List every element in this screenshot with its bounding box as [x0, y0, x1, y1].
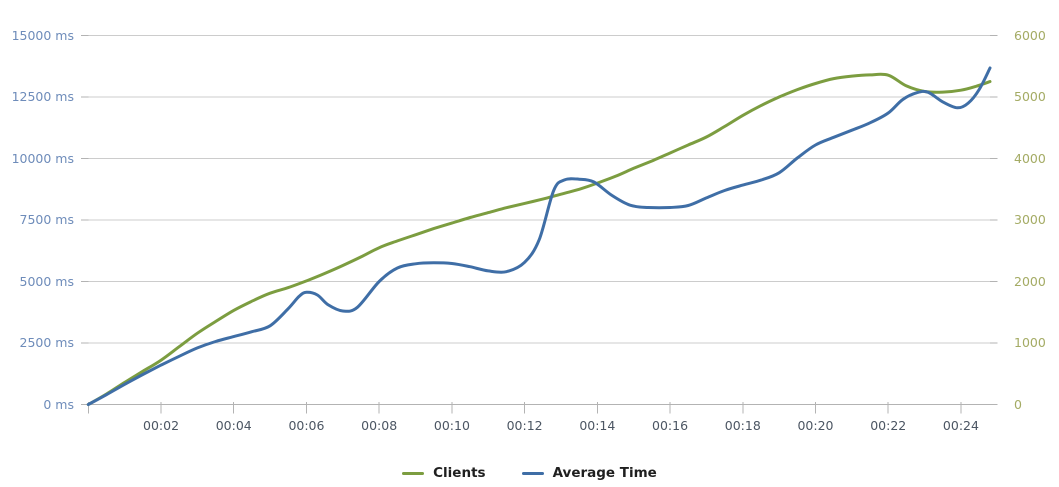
legend: Clients Average Time	[0, 464, 1059, 482]
chart-canvas	[80, 35, 998, 414]
x-axis-tick-label: 00:16	[652, 418, 689, 433]
right-axis-tick-label: 6000	[1014, 27, 1046, 43]
left-axis-tick-label: 2500 ms	[19, 335, 74, 350]
right-axis-tick-label: 1000	[1014, 335, 1046, 350]
left-axis-tick-label: 0 ms	[43, 396, 74, 412]
left-axis-tick-label: 7500 ms	[19, 212, 74, 227]
right-axis-tick-label: 2000	[1014, 273, 1046, 289]
right-axis-tick-label: 5000	[1014, 89, 1046, 104]
left-axis-tick-label: 5000 ms	[19, 273, 74, 289]
x-axis-tick-label: 00:24	[942, 418, 979, 433]
right-axis-tick-label: 4000	[1014, 150, 1046, 166]
x-axis-tick-label: 00:10	[433, 418, 470, 433]
x-axis-tick-label: 00:18	[724, 418, 761, 433]
clients-series-line[interactable]	[86, 72, 992, 406]
left-axis-tick-label: 12500 ms	[11, 89, 74, 104]
left-axis-tick-label: 10000 ms	[11, 150, 74, 166]
x-axis-tick-label: 00:04	[215, 418, 252, 433]
average-time-series-line[interactable]	[86, 66, 992, 406]
average-time-line-marker	[521, 471, 544, 475]
x-axis-tick-label: 00:08	[361, 418, 398, 433]
x-axis-tick-label: 00:14	[579, 418, 616, 433]
left-axis-tick-label: 15000 ms	[11, 27, 74, 43]
right-axis-tick-label: 0	[1014, 396, 1022, 412]
x-axis-tick-label: 00:20	[797, 418, 834, 433]
legend-item-average-time[interactable]: Average Time	[521, 464, 657, 482]
x-axis-tick-label: 00:22	[870, 418, 907, 433]
x-axis-tick-label: 00:02	[143, 418, 180, 433]
clients-legend-label: Clients	[433, 465, 486, 481]
clients-line-marker	[402, 471, 425, 475]
right-axis-tick-label: 3000	[1014, 212, 1046, 227]
average-time-legend-label: Average Time	[552, 465, 657, 481]
x-axis-tick-label: 00:12	[506, 418, 543, 433]
legend-item-clients[interactable]: Clients	[402, 464, 486, 482]
x-axis-tick-label: 00:06	[288, 418, 325, 433]
